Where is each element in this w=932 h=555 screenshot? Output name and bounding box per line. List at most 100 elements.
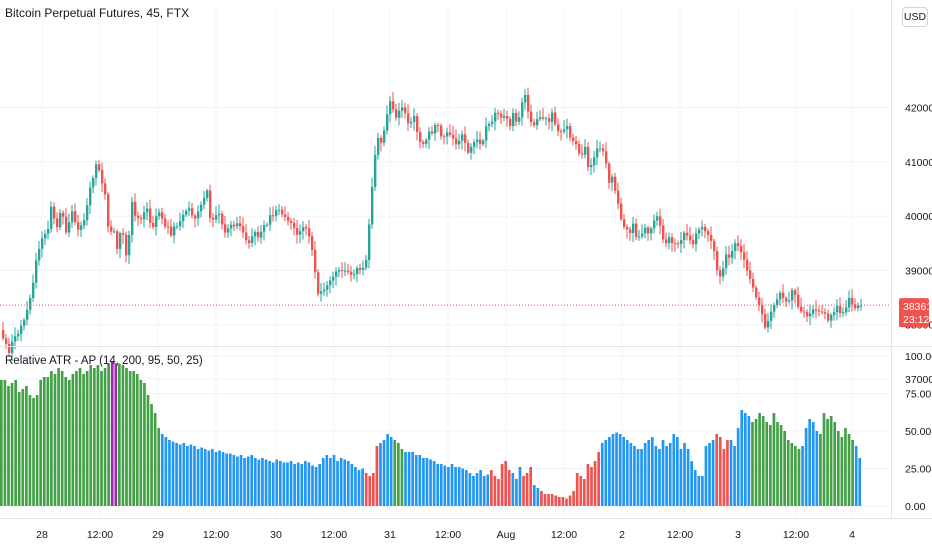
indicator-bar: [125, 368, 128, 506]
indicator-bar: [618, 434, 622, 506]
price-tick-label: 39000: [905, 265, 932, 277]
indicator-bar: [343, 459, 347, 506]
candle-body: [377, 137, 380, 155]
candle-body: [326, 285, 329, 290]
candle-body: [296, 228, 299, 235]
candle-body: [617, 190, 620, 204]
indicator-bar: [364, 473, 368, 506]
candle-body: [2, 330, 5, 339]
candle-body: [554, 112, 557, 125]
candle-body: [212, 217, 215, 220]
candle-body: [590, 165, 593, 168]
candle-body: [503, 116, 506, 118]
candle-body: [836, 306, 839, 313]
candle-body: [509, 119, 512, 127]
candle-body: [368, 224, 371, 260]
indicator-bar: [407, 452, 411, 506]
indicator-bar: [146, 395, 150, 506]
indicator-bar: [368, 476, 372, 506]
indicator-bar: [490, 470, 493, 506]
indicator-bar: [797, 449, 801, 506]
indicator-bar: [647, 440, 651, 506]
candle-body: [65, 216, 68, 233]
candle-body: [848, 297, 851, 308]
candle-body: [323, 289, 326, 292]
indicator-bar: [561, 497, 565, 506]
candle-body: [362, 267, 365, 270]
candle-body: [401, 107, 404, 111]
time-tick-label: 29: [152, 529, 164, 541]
candle-body: [563, 129, 566, 132]
currency-button[interactable]: USD: [902, 7, 928, 27]
candle-body: [425, 139, 428, 144]
indicator-bar: [139, 380, 143, 506]
indicator-bar: [110, 362, 114, 506]
indicator-bar: [46, 377, 50, 506]
candle-body: [575, 141, 578, 145]
indicator-bar: [804, 428, 808, 506]
candle-body: [185, 210, 188, 215]
candle-body: [380, 137, 383, 143]
indicator-bar: [196, 449, 200, 506]
candle-body: [743, 252, 746, 260]
candle-body: [857, 305, 860, 309]
candle-body: [791, 290, 794, 301]
indicator-bar: [736, 428, 740, 506]
candle-body: [104, 183, 107, 195]
candle-body: [89, 187, 92, 206]
candle-body: [806, 312, 809, 317]
indicator-bar: [321, 458, 325, 506]
indicator-bar: [722, 449, 726, 506]
indicator-bar: [339, 458, 343, 506]
candle-body: [599, 148, 602, 150]
candle-body: [476, 139, 479, 143]
candle-body: [704, 226, 707, 232]
candle-body: [677, 243, 680, 245]
candle-body: [365, 259, 368, 268]
candle-body: [197, 211, 200, 219]
indicator-bar: [14, 380, 17, 506]
indicator-bar: [593, 461, 597, 506]
candle-body: [128, 234, 131, 256]
time-tick-label: 12:00: [783, 529, 809, 541]
countdown-label: 23:12: [903, 314, 929, 326]
indicator-bar: [858, 458, 862, 506]
indicator-bar: [815, 431, 819, 506]
indicator-bar: [543, 494, 547, 506]
candle-body: [5, 338, 8, 345]
indicator-bar: [443, 465, 447, 506]
candle-body: [698, 229, 701, 234]
indicator-bar: [157, 428, 161, 506]
indicator-bar: [704, 446, 708, 506]
indicator-bar: [175, 443, 178, 506]
candle-body: [467, 142, 470, 153]
candle-body: [740, 245, 743, 253]
candle-body: [161, 212, 164, 219]
indicator-bar: [636, 449, 640, 506]
indicator-bar: [525, 473, 529, 506]
indicator-bar: [536, 488, 540, 506]
candle-body: [506, 116, 509, 120]
time-tick-label: 4: [849, 529, 855, 541]
candle-body: [779, 292, 782, 300]
candle-body: [671, 237, 674, 244]
indicator-bar: [497, 479, 500, 506]
candle-body: [644, 227, 647, 234]
candle-body: [281, 209, 284, 215]
candle-body: [299, 231, 302, 235]
indicator-bar: [790, 443, 794, 506]
candle-body: [614, 176, 617, 191]
candle-body: [386, 114, 389, 131]
candle-body: [770, 311, 773, 321]
candle-body: [272, 215, 275, 217]
indicator-bar: [160, 434, 164, 506]
candle-body: [119, 233, 122, 249]
indicator-bar: [765, 422, 769, 506]
candle-body: [389, 101, 392, 115]
candle-body: [710, 234, 713, 241]
indicator-bar: [354, 467, 357, 506]
candle-body: [473, 142, 476, 147]
indicator-bar: [568, 495, 572, 506]
indicator-bar: [293, 464, 296, 506]
